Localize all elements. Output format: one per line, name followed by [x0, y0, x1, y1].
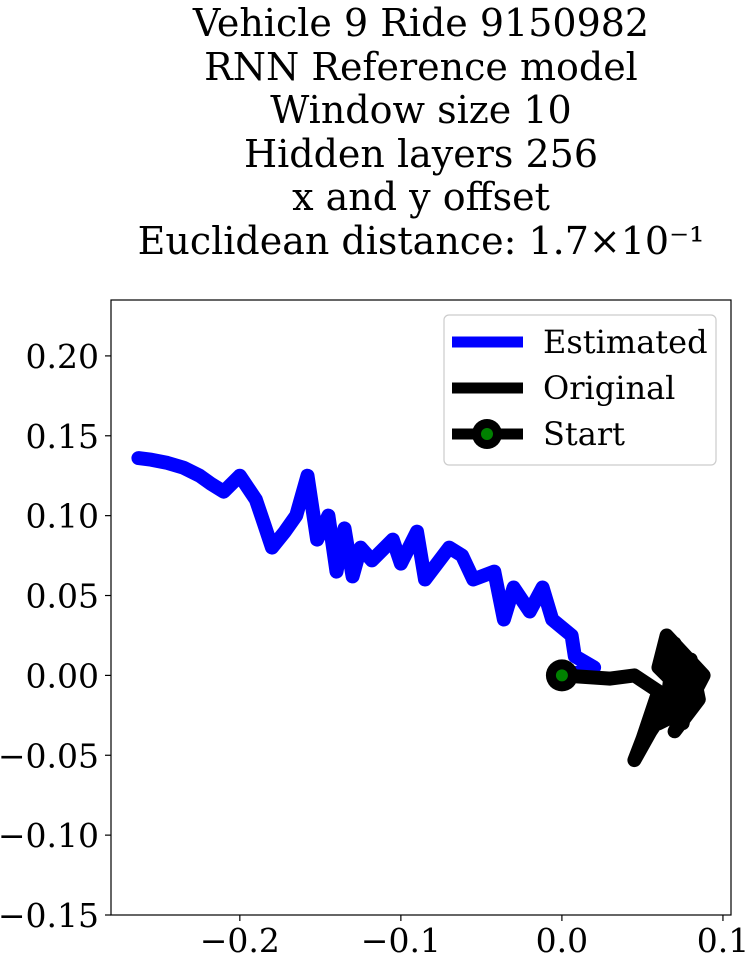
plot-frame [110, 299, 732, 916]
y-tick: 0.15 [26, 417, 111, 456]
title-line: Vehicle 9 Ride 9150982 [192, 1, 650, 45]
y-tick-label: −0.10 [0, 816, 99, 855]
legend-start-label: Start [543, 415, 625, 453]
x-tick-label: −0.1 [361, 921, 441, 960]
title-line: Hidden layers 256 [243, 131, 599, 176]
legend-start-marker [481, 428, 493, 440]
y-tick-label: −0.15 [0, 896, 99, 935]
y-tick: −0.10 [0, 816, 111, 855]
title-line: Euclidean distance: 1.7×10⁻¹ [137, 218, 705, 263]
start-marker [555, 669, 568, 682]
chart-title: Vehicle 9 Ride 9150982 RNN Reference mod… [0, 1, 752, 263]
y-tick-label: −0.05 [0, 736, 99, 775]
x-tick-label: 0.1 [697, 921, 749, 960]
x-tick: −0.2 [200, 915, 280, 960]
legend: Estimated Original Start [443, 314, 717, 466]
y-axis: 0.20 0.15 0.10 0.05 0.00 −0.05 −0.10 −0.15 [0, 337, 111, 935]
series-original-line [554, 628, 711, 768]
x-tick-label: −0.2 [200, 921, 280, 960]
y-tick: −0.05 [0, 736, 111, 775]
y-tick-label: 0.00 [26, 656, 99, 695]
y-tick: 0.20 [26, 337, 111, 376]
legend-frame [443, 314, 717, 466]
title-line: Window size 10 [270, 88, 572, 132]
y-tick: 0.05 [26, 577, 111, 616]
legend-original-label: Original [543, 369, 675, 407]
y-tick-label: 0.20 [26, 337, 99, 376]
y-tick-label: 0.10 [26, 497, 99, 536]
series-layer [131, 451, 711, 768]
x-tick: 0.0 [536, 915, 588, 960]
x-tick: −0.1 [361, 915, 441, 960]
y-tick: 0.00 [26, 656, 111, 695]
legend-estimated-label: Estimated [543, 323, 708, 361]
x-tick: 0.1 [697, 915, 749, 960]
x-axis: −0.2 −0.1 0.0 0.1 [200, 915, 749, 960]
y-tick: −0.15 [0, 896, 111, 935]
y-tick-label: 0.15 [26, 417, 99, 456]
x-tick-label: 0.0 [536, 921, 588, 960]
title-line: RNN Reference model [204, 44, 638, 89]
series-estimated-line [131, 451, 602, 683]
y-tick: 0.10 [26, 497, 111, 536]
y-tick-label: 0.05 [26, 577, 99, 616]
title-line: x and y offset [292, 175, 550, 219]
